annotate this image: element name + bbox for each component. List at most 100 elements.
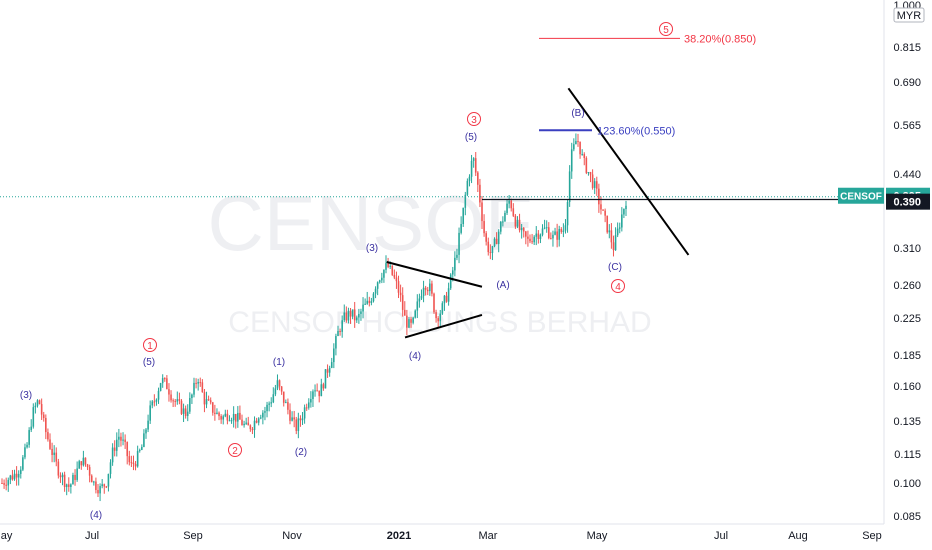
candle-body xyxy=(497,231,500,245)
candle-body xyxy=(612,242,615,251)
candle-body xyxy=(65,484,68,487)
wave-label: (5) xyxy=(143,357,155,368)
candle-body xyxy=(168,389,170,395)
candle-body xyxy=(606,215,609,233)
candle-body xyxy=(464,194,467,208)
candle-body xyxy=(595,181,598,189)
candle-body xyxy=(282,391,285,403)
candle-body xyxy=(90,475,93,483)
candle-body xyxy=(289,409,291,421)
trendline xyxy=(386,261,483,288)
candle-body xyxy=(209,400,212,403)
candle-body xyxy=(149,405,151,421)
candle-body xyxy=(502,221,504,223)
candle-body xyxy=(211,402,214,413)
candle-body xyxy=(516,219,519,227)
trendline xyxy=(567,87,690,256)
candle-body xyxy=(435,312,437,319)
y-tick-label: 0.115 xyxy=(894,449,921,461)
candle-body xyxy=(378,280,381,283)
candle-body xyxy=(420,296,423,299)
wave-label: 5 xyxy=(663,25,669,36)
candle-body xyxy=(30,426,33,431)
x-tick-label: 2021 xyxy=(387,530,411,542)
candle-body xyxy=(120,436,122,441)
candle-body xyxy=(36,400,39,406)
x-tick-label: Nov xyxy=(282,530,302,542)
candle-body xyxy=(570,149,573,172)
candle-body xyxy=(441,303,444,314)
wave-label: 1 xyxy=(147,341,153,352)
y-tick-label: 0.185 xyxy=(893,350,921,362)
candle-body xyxy=(391,265,394,275)
candle-body xyxy=(385,263,387,270)
candle-body xyxy=(74,474,76,480)
candle-body xyxy=(328,367,331,373)
candle-body xyxy=(99,486,101,494)
candle-body xyxy=(341,320,343,332)
candle-body xyxy=(13,473,16,480)
candle-body xyxy=(389,265,391,267)
candle-body xyxy=(316,390,318,392)
candle-body xyxy=(558,229,561,240)
candle-body xyxy=(339,331,341,333)
candle-body xyxy=(218,412,220,417)
candle-body xyxy=(245,422,247,424)
x-tick-label: May xyxy=(0,530,13,542)
candle-body xyxy=(333,348,335,363)
time-axis[interactable]: May Jul Sep Nov 2021 Mar May Jul Aug Sep xyxy=(0,523,884,550)
candle-body xyxy=(554,231,556,235)
candle-body xyxy=(141,446,143,450)
candle-body xyxy=(403,309,406,316)
candle-body xyxy=(437,318,439,322)
candle-body xyxy=(103,484,106,487)
candle-body xyxy=(159,383,162,391)
candle-body xyxy=(259,417,262,419)
candle-body xyxy=(163,378,166,380)
candle-body xyxy=(222,416,225,420)
candle-body xyxy=(324,369,327,389)
candle-body xyxy=(598,188,600,205)
wave-label: (4) xyxy=(90,510,102,521)
candle-body xyxy=(53,452,55,455)
candle-body xyxy=(26,444,28,448)
candle-body xyxy=(57,461,60,476)
candle-body xyxy=(19,469,22,474)
candle-body xyxy=(264,411,266,413)
trendline xyxy=(404,314,483,339)
candle-body xyxy=(111,447,114,463)
candle-body xyxy=(547,227,550,239)
candle-body xyxy=(522,227,525,232)
candle-body xyxy=(241,419,243,426)
price-axis[interactable]: 1.0000.8150.6900.5650.4400.3100.2600.225… xyxy=(838,0,932,550)
wave-label: (C) xyxy=(608,262,622,273)
candle-body xyxy=(270,402,273,404)
candle-body xyxy=(393,274,396,278)
watermark: CENSOF CENSOF HOLDINGS BERHAD xyxy=(207,179,651,339)
candle-body xyxy=(466,180,469,195)
candle-body xyxy=(543,227,546,229)
candle-body xyxy=(287,402,289,410)
currency-label: MYR xyxy=(897,10,922,22)
candle-body xyxy=(454,257,456,271)
wave-label: (2) xyxy=(295,447,307,458)
candle-body xyxy=(226,413,229,421)
candle-body xyxy=(47,432,49,440)
candle-body xyxy=(191,394,193,399)
candle-body xyxy=(220,416,222,420)
candle-body xyxy=(61,474,64,478)
candle-body xyxy=(130,462,133,464)
candle-body xyxy=(109,462,112,474)
candle-body xyxy=(143,433,145,447)
candle-body xyxy=(514,215,517,227)
candle-body xyxy=(161,378,164,384)
candle-body xyxy=(22,457,24,470)
candle-body xyxy=(86,464,89,468)
price-tag-symbol: CENSOF xyxy=(840,192,882,203)
candle-body xyxy=(408,319,410,328)
candle-body xyxy=(493,238,496,247)
candle-body xyxy=(506,203,508,213)
candle-body xyxy=(115,439,118,451)
candle-body xyxy=(93,481,95,483)
